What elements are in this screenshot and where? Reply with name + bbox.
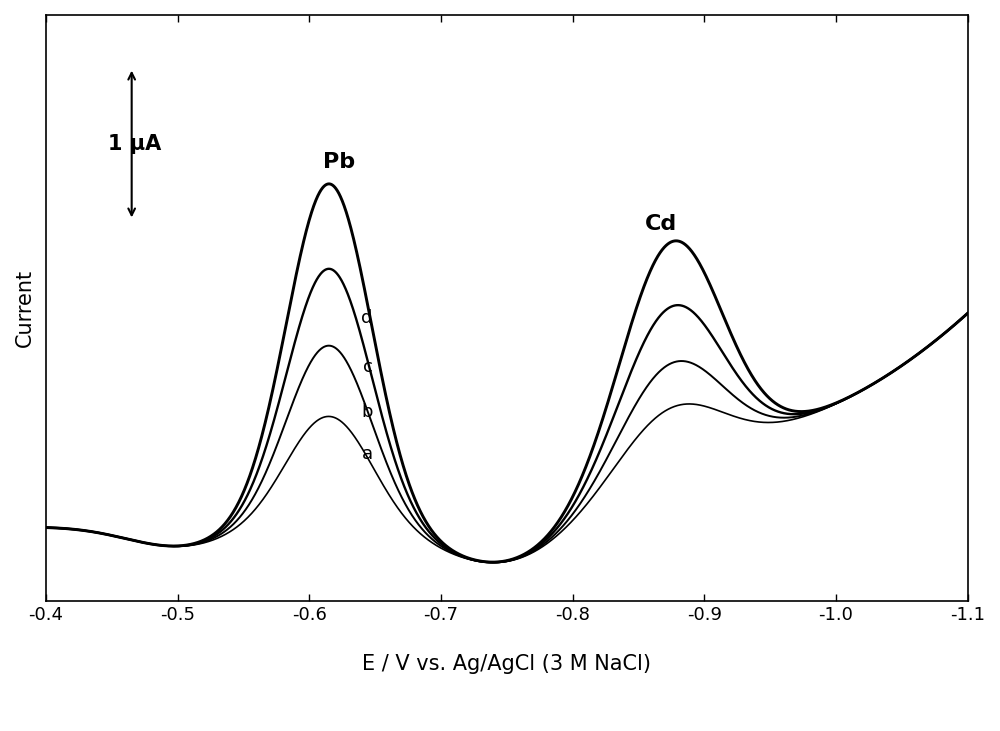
Text: Pb: Pb (323, 152, 355, 172)
Y-axis label: Current: Current (15, 269, 35, 347)
Text: E / V vs. Ag/AgCl (3 M NaCl): E / V vs. Ag/AgCl (3 M NaCl) (362, 654, 651, 674)
Text: 1 μA: 1 μA (108, 134, 161, 154)
Text: c: c (363, 358, 373, 376)
Text: d: d (361, 308, 373, 327)
Text: b: b (361, 404, 373, 421)
Text: Cd: Cd (645, 213, 677, 234)
Text: a: a (361, 444, 373, 463)
